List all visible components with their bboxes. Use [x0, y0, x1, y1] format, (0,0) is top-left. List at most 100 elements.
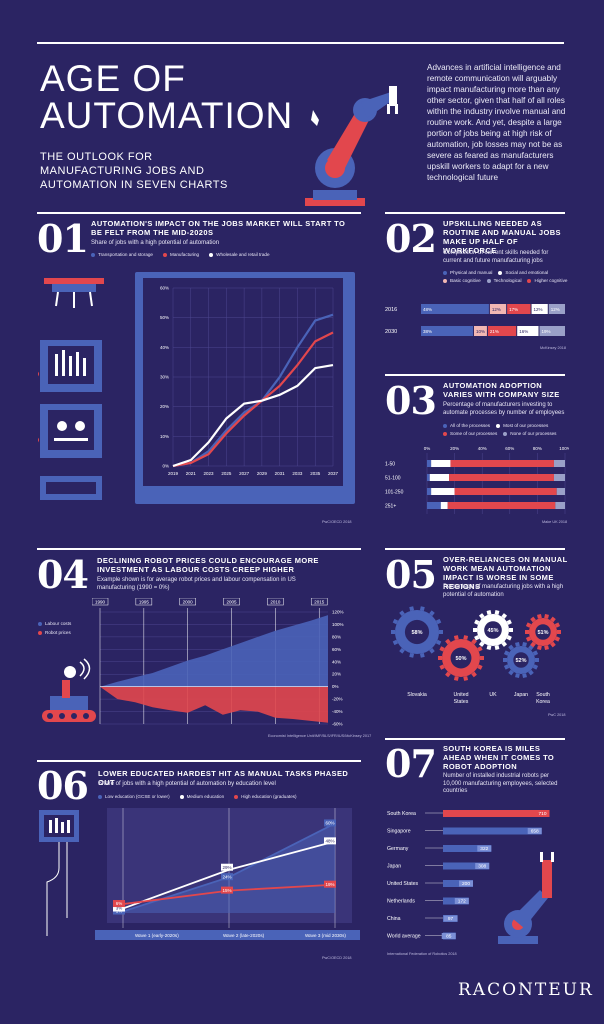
- c2-segment-label: 12%: [551, 307, 560, 312]
- c3-x-tick: 40%: [478, 446, 487, 451]
- section-06-subtitle: Share of jobs with a high potential of a…: [98, 781, 276, 787]
- c1-x-tick: 2031: [275, 471, 286, 476]
- c5-gear-tooth: [453, 676, 459, 681]
- c5-country-label: Slovakia: [407, 692, 427, 698]
- legend-swatch: [98, 794, 102, 799]
- c3-x-tick: 0%: [424, 446, 431, 451]
- c4-y-tick: 0%: [332, 684, 339, 689]
- c3-row-label: 1-50: [385, 462, 395, 468]
- c6-value-label: 6%: [116, 901, 123, 906]
- c7-value-label: 97: [448, 916, 454, 922]
- legend-label: Transportation and storage: [98, 252, 153, 257]
- c4-x-tick: 2005: [227, 599, 238, 604]
- c3-segment: [429, 474, 450, 481]
- c5-gear-tooth: [439, 646, 445, 652]
- page-subtitle: THE OUTLOOK FOR MANUFACTURING JOBS AND A…: [40, 151, 228, 191]
- c5-gear-tooth: [392, 639, 399, 646]
- c4-x-tick-box: [92, 598, 109, 606]
- section-03-subtitle: Percentage of manufacturers investing to…: [443, 402, 565, 416]
- legend-label: Manufacturing: [170, 252, 200, 257]
- section-06-source: PwC/OECD 2018: [322, 956, 352, 960]
- legend-swatch: [234, 794, 239, 799]
- c3-segment: [556, 488, 565, 495]
- computer-illustration: [38, 278, 104, 500]
- c4-y-tick: -20%: [332, 697, 343, 702]
- c5-gear-tooth: [525, 622, 532, 628]
- c5-value-label: 58%: [411, 630, 422, 636]
- c1-x-tick: 2033: [292, 471, 303, 476]
- c2-segment-label: 17%: [509, 307, 518, 312]
- c7-category-label: Singapore: [387, 829, 411, 835]
- c5-gear-tooth: [463, 635, 469, 640]
- c5-gear-tooth: [501, 641, 508, 647]
- c5-country-label: Japan: [514, 692, 528, 698]
- c5-gear-tooth: [550, 616, 556, 623]
- c5-gear-tooth: [501, 613, 508, 619]
- c3-segment: [431, 460, 451, 467]
- c1-y-tick: 40%: [160, 345, 169, 350]
- legend-label: Social and emotional: [505, 270, 549, 275]
- c5-gear-tooth: [473, 628, 477, 632]
- c4-x-tick-box: [310, 598, 328, 606]
- c7-value-label: 322: [480, 846, 488, 852]
- c7-bar: [443, 862, 490, 870]
- c6-value-box: [221, 886, 233, 894]
- c5-gear-tooth: [409, 653, 415, 658]
- c4-x-tick-box: [179, 598, 196, 606]
- c5-gear-tooth: [435, 639, 442, 646]
- section-06-number: 06: [37, 763, 89, 808]
- c5-gear-tooth: [429, 610, 435, 617]
- c5-gear-tooth: [471, 671, 477, 678]
- c2-segment: [507, 304, 531, 314]
- c6-value-label: 19%: [325, 882, 334, 887]
- c4-area-labour-costs: [100, 615, 328, 687]
- c5-gear-tooth: [419, 653, 425, 658]
- c7-value-label: 85: [446, 934, 452, 940]
- c7-value-label: 200: [462, 881, 470, 887]
- section-05-number: 05: [385, 552, 437, 597]
- c5-gear-tooth: [535, 658, 539, 662]
- c5-gear-tooth: [554, 622, 561, 628]
- legend-swatch: [38, 630, 42, 635]
- c5-gear-tooth: [399, 610, 405, 617]
- c1-x-tick: 2019: [168, 471, 179, 476]
- section-03-source: Make UK 2018: [542, 520, 568, 524]
- c5-gear-tooth: [494, 645, 500, 650]
- intro-text: Advances in artificial intelligence and …: [427, 63, 566, 182]
- c6-area-low: [123, 823, 335, 913]
- c1-chart: 0% 10% 20% 30% 40% 50% 60% 2019 2021 2023 2025 2027…: [143, 278, 343, 486]
- c4-y-tick: -60%: [332, 722, 343, 727]
- c6-value-label: 3%: [116, 906, 123, 911]
- c5-value-label: 51%: [537, 630, 548, 636]
- c4-y-tick: 120%: [332, 610, 344, 615]
- c5-gear-tooth: [537, 645, 542, 650]
- c2-segment-label: 16%: [519, 329, 528, 334]
- c5-value-label: 52%: [515, 658, 526, 664]
- c4-x-tick-box: [135, 598, 153, 606]
- c5-gear-tooth: [474, 635, 480, 641]
- c5-gear: 52%: [503, 642, 539, 678]
- c2-row-label: 2016: [385, 307, 397, 313]
- c6-value-box: [221, 863, 233, 871]
- c3-segment: [450, 460, 554, 467]
- c3-segment: [555, 502, 565, 509]
- c5-gear-tooth: [477, 664, 483, 670]
- c7-value-label: 658: [531, 829, 539, 835]
- c5-gear-tooth: [429, 647, 435, 654]
- c7-bar: [443, 880, 473, 887]
- monitor-illustration: [39, 810, 79, 936]
- c6-chart: 1%24%60%3%29%48%6%15%19%Wave 1 (early-20…: [95, 808, 360, 940]
- legend-swatch: [496, 423, 501, 428]
- legend-swatch: [498, 270, 503, 275]
- section-01-title: AUTOMATION'S IMPACT ON THE JOBS MARKET W…: [91, 219, 346, 237]
- c6-category-label: Wave 3 (mid 2030s): [305, 933, 346, 938]
- c1-x-tick: 2025: [221, 471, 232, 476]
- c5-gear-tooth: [435, 618, 442, 625]
- c5-gear-tooth: [409, 606, 415, 611]
- section-04-rule: [37, 548, 361, 550]
- c5-gear-tooth: [478, 613, 485, 619]
- section-03-title: AUTOMATION ADOPTION VARIES WITH COMPANY …: [443, 381, 560, 399]
- c4-x-tick: 2015: [314, 599, 325, 604]
- c4-x-tick-box: [267, 598, 284, 606]
- legend-swatch: [503, 431, 508, 436]
